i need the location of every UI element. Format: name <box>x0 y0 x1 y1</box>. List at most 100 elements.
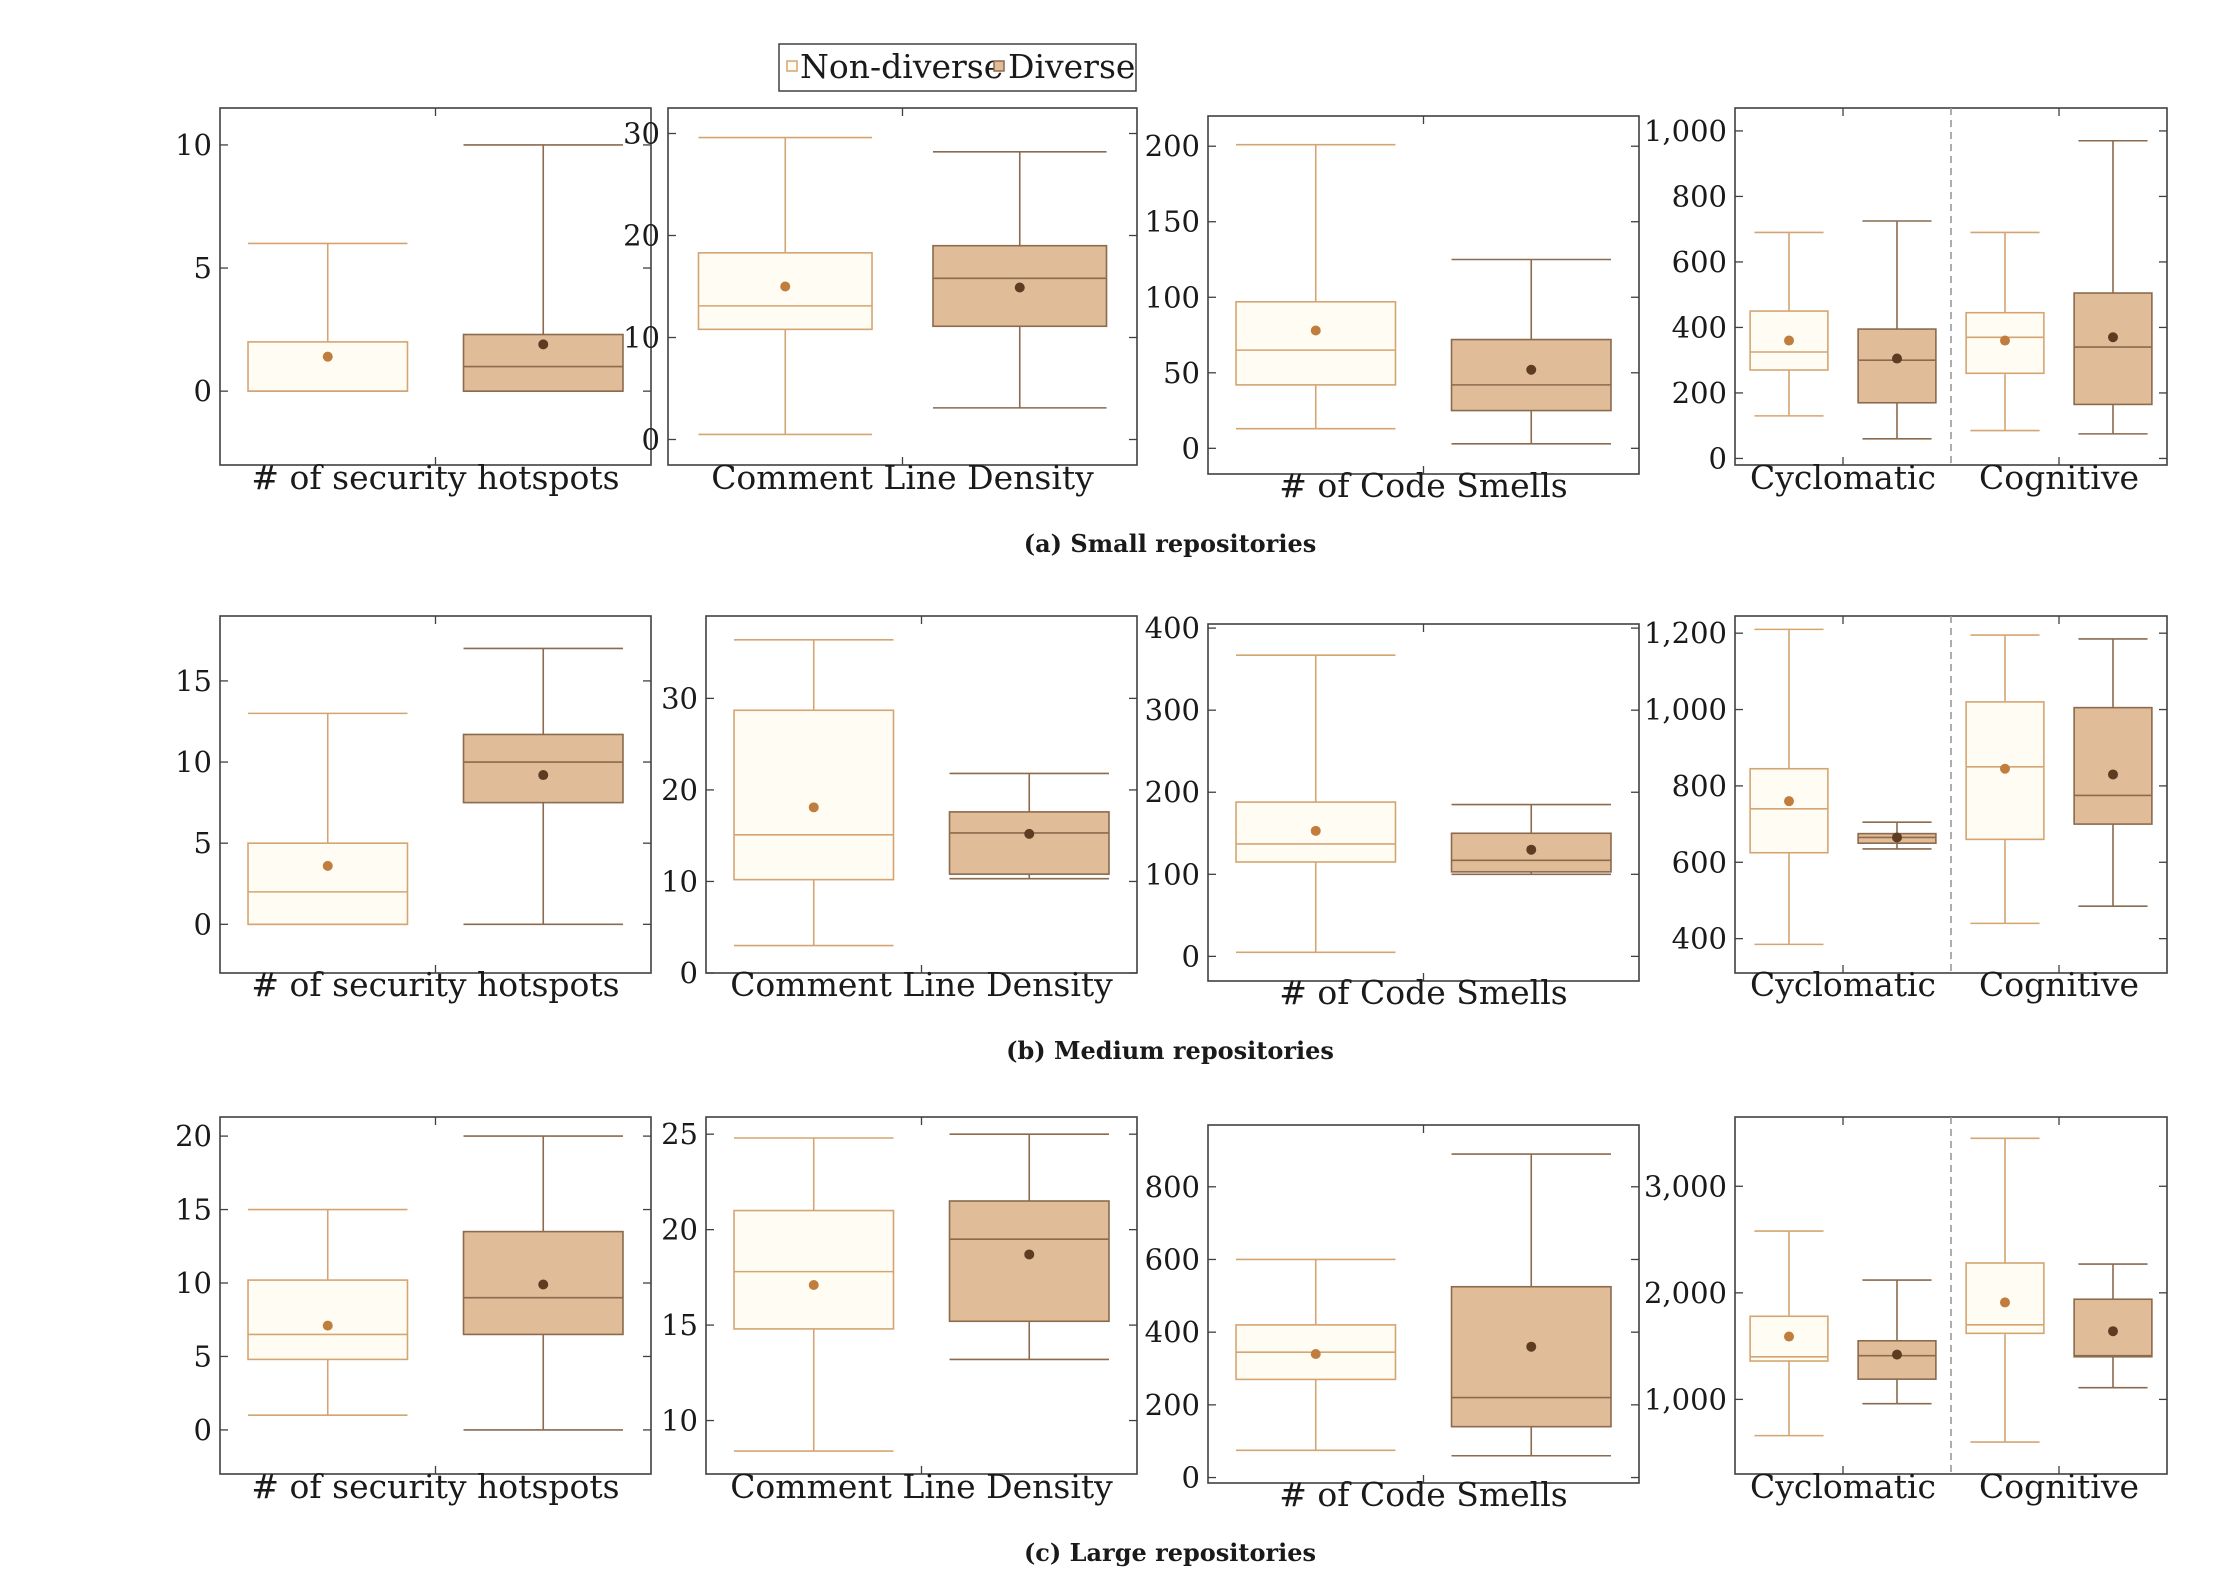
plot-frame <box>219 107 652 466</box>
x-axis-label-comment-line-density: Comment Line Density <box>730 1467 1113 1506</box>
y-tick-label: 20 <box>661 1213 698 1247</box>
y-tick-label: 10 <box>175 128 212 162</box>
x-axis-label-security-hotspots: # of security hotspots <box>251 1467 619 1506</box>
y-tick-label: 10 <box>661 864 698 898</box>
box-diverse <box>948 1133 1110 1361</box>
y-tick-label: 300 <box>1145 693 1200 727</box>
x-axis-label-comment-line-density: Comment Line Density <box>711 458 1094 497</box>
box-nondiverse-cognitive <box>1965 231 2045 432</box>
box-nondiverse <box>1235 1258 1397 1452</box>
y-tick-label: 600 <box>1145 1242 1200 1276</box>
mean-marker <box>808 1280 819 1290</box>
box-diverse <box>1450 803 1612 876</box>
box-nondiverse <box>733 1137 895 1452</box>
panel-medium-code-smells: 0 100 200 300 400 # of Code Smells <box>1145 611 1640 1012</box>
x-axis-label-cyclomatic: Cyclomatic <box>1750 965 1936 1004</box>
iqr-box <box>1450 1285 1612 1428</box>
y-tick-label: 30 <box>661 681 698 715</box>
y-tick-label: 15 <box>661 1308 698 1342</box>
y-tick-label: 800 <box>1145 1170 1200 1204</box>
y-tick-label: 0 <box>1182 1461 1200 1495</box>
iqr-box <box>733 1209 895 1330</box>
mean-marker <box>1310 1348 1321 1359</box>
y-tick-label: 100 <box>1145 857 1200 891</box>
box-nondiverse <box>247 242 409 392</box>
y-tick-label: 100 <box>1145 280 1200 314</box>
box-nondiverse <box>247 712 409 926</box>
mean-marker <box>2108 1326 2118 1337</box>
panel-small-comment-line-density: 0 10 20 30 Comment Line Density <box>623 107 1138 497</box>
box-nondiverse <box>697 136 873 436</box>
legend-swatch-diverse <box>993 60 1005 72</box>
iqr-box <box>1857 1339 1937 1380</box>
mean-marker <box>1892 832 1902 843</box>
iqr-box <box>247 842 409 926</box>
iqr-box <box>1235 300 1397 386</box>
caption-large: (c) Large repositories <box>1024 1538 1316 1567</box>
panel-small-security-hotspots: 0 5 10 # of security hotspots <box>175 107 652 497</box>
mean-marker <box>1892 1349 1902 1360</box>
y-tick-label: 10 <box>623 321 660 355</box>
x-axis-label-security-hotspots: # of security hotspots <box>251 458 619 497</box>
iqr-box <box>733 709 895 881</box>
mean-marker <box>1014 282 1025 293</box>
y-tick-label: 5 <box>194 826 212 860</box>
mean-marker <box>1784 335 1794 346</box>
box-diverse <box>1450 1153 1612 1457</box>
caption-medium: (b) Medium repositories <box>1006 1036 1334 1065</box>
x-axis-label-code-smells: # of Code Smells <box>1279 973 1567 1012</box>
iqr-box <box>948 811 1110 875</box>
legend-swatch-nondiverse <box>786 60 798 72</box>
box-nondiverse-cyclomatic <box>1749 628 1829 946</box>
y-tick-label: 400 <box>1672 922 1727 956</box>
box-diverse-cognitive <box>2073 638 2153 907</box>
x-axis-label-security-hotspots: # of security hotspots <box>251 965 619 1004</box>
iqr-box <box>462 733 624 804</box>
iqr-box <box>948 1200 1110 1323</box>
mean-marker <box>2000 763 2010 774</box>
y-tick-label: 10 <box>175 745 212 779</box>
mean-marker <box>2000 1297 2010 1308</box>
mean-marker <box>780 281 791 292</box>
mean-marker <box>1892 353 1902 364</box>
iqr-box <box>247 341 409 392</box>
iqr-box <box>2073 292 2153 406</box>
panel-large-complexity: 1,000 2,000 3,000 Cyclomatic Cognitive <box>1644 1116 2168 1506</box>
y-tick-label: 200 <box>1145 129 1200 163</box>
y-tick-label: 15 <box>175 1193 212 1227</box>
x-axis-label-cognitive: Cognitive <box>1979 965 2139 1004</box>
mean-marker <box>538 1279 549 1290</box>
box-diverse-cyclomatic <box>1857 821 1937 850</box>
iqr-box <box>1857 328 1937 404</box>
x-axis-label-cognitive: Cognitive <box>1979 458 2139 497</box>
panel-small-code-smells: 0 50 100 150 200 # of Code Smells <box>1145 115 1640 505</box>
y-tick-label: 400 <box>1672 310 1727 344</box>
mean-marker <box>322 1320 333 1331</box>
mean-marker <box>538 770 549 781</box>
x-axis-label-code-smells: # of Code Smells <box>1279 466 1567 505</box>
box-nondiverse <box>1235 654 1397 954</box>
y-tick-label: 600 <box>1672 845 1727 879</box>
box-diverse <box>462 144 624 392</box>
y-tick-label: 3,000 <box>1644 1169 1727 1203</box>
box-diverse-cyclomatic <box>1857 1279 1937 1405</box>
x-axis-label-cyclomatic: Cyclomatic <box>1750 1467 1936 1506</box>
y-tick-label: 0 <box>194 1413 212 1447</box>
box-nondiverse-cyclomatic <box>1749 231 1829 417</box>
y-tick-label: 200 <box>1145 1388 1200 1422</box>
y-tick-label: 200 <box>1672 376 1727 410</box>
y-tick-label: 400 <box>1145 611 1200 645</box>
panel-medium-security-hotspots: 0 5 10 15 # of security hotspots <box>175 615 652 1004</box>
y-tick-label: 50 <box>1163 356 1200 390</box>
mean-marker <box>322 860 333 871</box>
panel-large-code-smells: 0 200 400 600 800 # of Code Smells <box>1145 1124 1640 1514</box>
box-diverse-cognitive <box>2073 1263 2153 1389</box>
y-tick-label: 1,000 <box>1644 693 1727 727</box>
panel-small-complexity: 0 200 400 600 800 1,000 Cyclomatic Cognitive <box>1644 107 2168 497</box>
y-tick-label: 0 <box>680 956 698 990</box>
y-tick-label: 25 <box>661 1117 698 1151</box>
box-diverse <box>462 1135 624 1431</box>
legend: Non-diverse Diverse <box>778 43 1137 92</box>
y-tick-label: 0 <box>1709 441 1727 475</box>
y-tick-label: 600 <box>1672 245 1727 279</box>
